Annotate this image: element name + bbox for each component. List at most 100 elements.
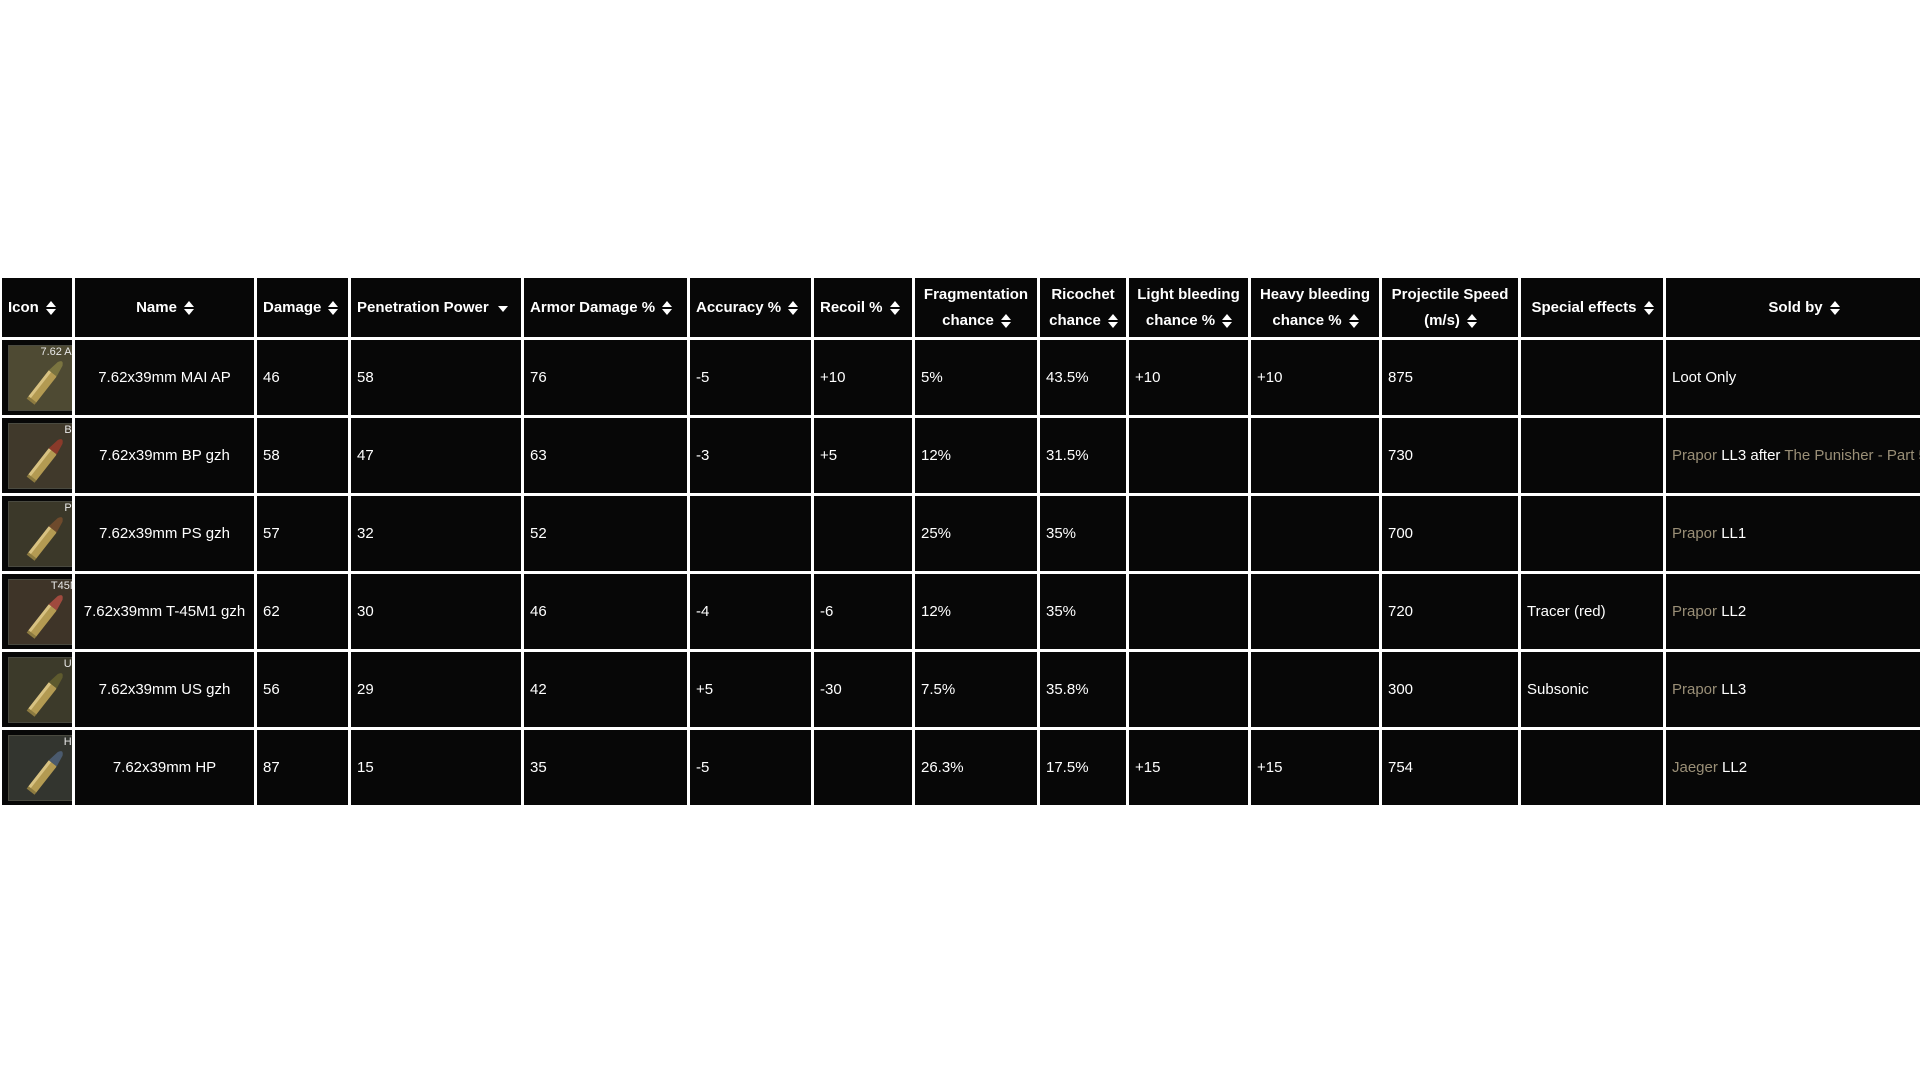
cell-sold-by: Prapor LL2: [1666, 574, 1920, 649]
column-header-ricochet[interactable]: Ricochet chance: [1040, 278, 1126, 337]
cell-armor: 35: [524, 730, 687, 805]
table-row: HP7.62x39mm HP871535-526.3%17.5%+15+1575…: [2, 730, 1920, 805]
cell-recoil: [814, 496, 912, 571]
column-header-penetration[interactable]: Penetration Power: [351, 278, 521, 337]
sold-by-text: Loot Only: [1672, 369, 1737, 386]
ammo-icon[interactable]: 7.62 AP: [8, 344, 72, 411]
ammo-icon[interactable]: US: [8, 656, 72, 723]
cell-damage: 58: [257, 418, 348, 493]
cell-sold-by: Prapor LL3 after The Punisher - Part 5: [1666, 418, 1920, 493]
header-label: Heavy bleeding: [1259, 285, 1371, 303]
column-header-special-effects[interactable]: Special effects: [1521, 278, 1663, 337]
cell-heavy: [1251, 418, 1379, 493]
bullet-icon: [9, 657, 72, 722]
cell-recoil: -6: [814, 574, 912, 649]
cell-speed: 300: [1382, 652, 1518, 727]
cell-rico: 35.8%: [1040, 652, 1126, 727]
trader-link[interactable]: Prapor: [1672, 525, 1718, 542]
sort-icon[interactable]: [1829, 300, 1840, 315]
cell-icon: PS: [2, 496, 72, 571]
column-header-damage[interactable]: Damage: [257, 278, 348, 337]
loyalty-level: LL2: [1722, 759, 1748, 776]
column-header-light-bleeding[interactable]: Light bleeding chance %: [1129, 278, 1248, 337]
sort-icon[interactable]: [662, 300, 673, 315]
cell-light: [1129, 418, 1248, 493]
column-header-icon[interactable]: Icon: [2, 278, 72, 337]
cell-special: [1521, 340, 1663, 415]
header-label: chance %: [1145, 311, 1216, 329]
cell-penetration: 30: [351, 574, 521, 649]
cell-penetration: 32: [351, 496, 521, 571]
cell-armor: 52: [524, 496, 687, 571]
column-header-armor-damage[interactable]: Armor Damage %: [524, 278, 687, 337]
cell-armor: 76: [524, 340, 687, 415]
trader-link[interactable]: Prapor: [1672, 447, 1718, 464]
ammo-name-link[interactable]: 7.62x39mm PS gzh: [75, 496, 254, 571]
cell-damage: 56: [257, 652, 348, 727]
sort-icon[interactable]: [1643, 300, 1654, 315]
ammo-name-link[interactable]: 7.62x39mm BP gzh: [75, 418, 254, 493]
column-header-heavy-bleeding[interactable]: Heavy bleeding chance %: [1251, 278, 1379, 337]
header-label: Light bleeding: [1137, 285, 1240, 303]
sort-icon[interactable]: [183, 300, 194, 315]
sort-icon[interactable]: [1466, 313, 1477, 328]
cell-recoil: +5: [814, 418, 912, 493]
bullet-icon: [9, 423, 72, 488]
sort-descending-icon[interactable]: [497, 304, 508, 312]
sort-icon[interactable]: [889, 300, 900, 315]
cell-rico: 35%: [1040, 496, 1126, 571]
trader-link[interactable]: Prapor: [1672, 603, 1718, 620]
cell-damage: 87: [257, 730, 348, 805]
sort-icon[interactable]: [1000, 313, 1011, 328]
ammo-icon[interactable]: BP: [8, 422, 72, 489]
ammo-name-link[interactable]: 7.62x39mm MAI AP: [75, 340, 254, 415]
column-header-projectile-speed[interactable]: Projectile Speed (m/s): [1382, 278, 1518, 337]
ammo-icon[interactable]: HP: [8, 734, 72, 801]
trader-link[interactable]: Prapor: [1672, 681, 1718, 698]
cell-heavy: [1251, 496, 1379, 571]
column-header-recoil[interactable]: Recoil %: [814, 278, 912, 337]
header-label: Special effects: [1531, 298, 1637, 316]
ammo-icon-tag: US: [63, 657, 72, 670]
ammo-icon-tag: HP: [63, 735, 72, 748]
ammo-icon[interactable]: T45M: [8, 578, 72, 645]
sort-icon[interactable]: [788, 300, 799, 315]
header-label: Icon: [8, 298, 39, 316]
sold-by-text: after: [1750, 447, 1781, 464]
ammo-table-container: Icon Name Damage Penetration Power Armor…: [0, 275, 1920, 806]
ammo-name-link[interactable]: 7.62x39mm HP: [75, 730, 254, 805]
trader-link[interactable]: Jaeger: [1672, 759, 1718, 776]
cell-frag: 12%: [915, 574, 1037, 649]
ammo-name-link[interactable]: 7.62x39mm US gzh: [75, 652, 254, 727]
sort-icon[interactable]: [1222, 313, 1233, 328]
cell-icon: T45M: [2, 574, 72, 649]
ammo-name-link[interactable]: 7.62x39mm T-45M1 gzh: [75, 574, 254, 649]
cell-frag: 7.5%: [915, 652, 1037, 727]
column-header-name[interactable]: Name: [75, 278, 254, 337]
quest-link[interactable]: The Punisher - Part 5: [1784, 447, 1920, 464]
sort-icon[interactable]: [1107, 313, 1118, 328]
cell-recoil: +10: [814, 340, 912, 415]
cell-penetration: 29: [351, 652, 521, 727]
ammo-icon[interactable]: PS: [8, 500, 72, 567]
column-header-fragmentation[interactable]: Fragmentation chance: [915, 278, 1037, 337]
cell-rico: 31.5%: [1040, 418, 1126, 493]
sort-icon[interactable]: [328, 300, 339, 315]
cell-penetration: 58: [351, 340, 521, 415]
cell-icon: 7.62 AP: [2, 340, 72, 415]
column-header-sold-by[interactable]: Sold by: [1666, 278, 1920, 337]
cell-light: [1129, 496, 1248, 571]
header-label: Name: [136, 298, 177, 316]
cell-accuracy: -3: [690, 418, 811, 493]
cell-heavy: [1251, 574, 1379, 649]
cell-light: [1129, 574, 1248, 649]
cell-recoil: -30: [814, 652, 912, 727]
sort-icon[interactable]: [45, 300, 56, 315]
sort-icon[interactable]: [1348, 313, 1359, 328]
cell-sold-by: Jaeger LL2: [1666, 730, 1920, 805]
header-label: Fragmentation: [923, 285, 1029, 303]
header-label: Sold by: [1768, 298, 1823, 316]
loyalty-level: LL3: [1721, 681, 1747, 698]
column-header-accuracy[interactable]: Accuracy %: [690, 278, 811, 337]
